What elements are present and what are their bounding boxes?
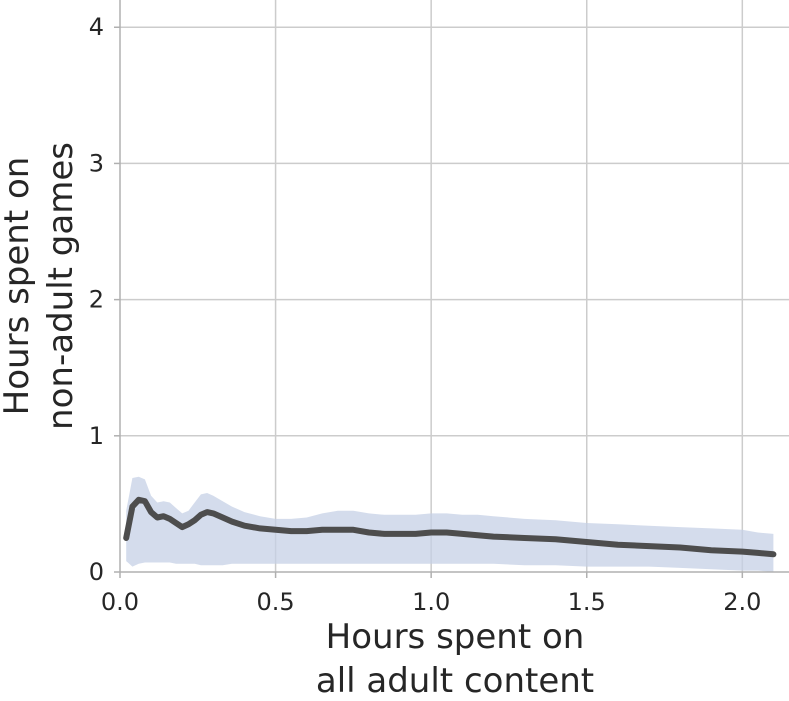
x-tick-label: 0.0 (101, 588, 139, 616)
series-line-layer (123, 496, 777, 558)
axes (114, 0, 789, 578)
confidence-band (126, 476, 774, 572)
x-axis-title-line-2: all adult content (316, 661, 594, 701)
series-line (123, 496, 777, 558)
x-tick-label: 1.0 (412, 588, 450, 616)
y-tick-label: 2 (89, 286, 104, 314)
grid (120, 0, 789, 572)
x-axis-title-line-1: Hours spent on (326, 617, 585, 657)
confidence-band-layer (126, 476, 774, 572)
x-tick-label: 1.5 (568, 588, 606, 616)
y-tick-label: 1 (89, 422, 104, 450)
x-tick-label: 2.0 (723, 588, 761, 616)
y-tick-label: 3 (89, 149, 104, 177)
axis-titles: Hours spent on all adult content Hours s… (0, 142, 594, 701)
y-tick-label: 4 (89, 13, 104, 41)
tick-labels: 0.0 0.5 1.0 1.5 2.0 0 1 2 3 4 (89, 13, 762, 616)
x-tick-label: 0.5 (256, 588, 294, 616)
y-axis-title-line-1: Hours spent on (0, 157, 37, 416)
y-axis-title-line-2: non-adult games (41, 142, 81, 430)
y-tick-label: 0 (89, 558, 104, 586)
